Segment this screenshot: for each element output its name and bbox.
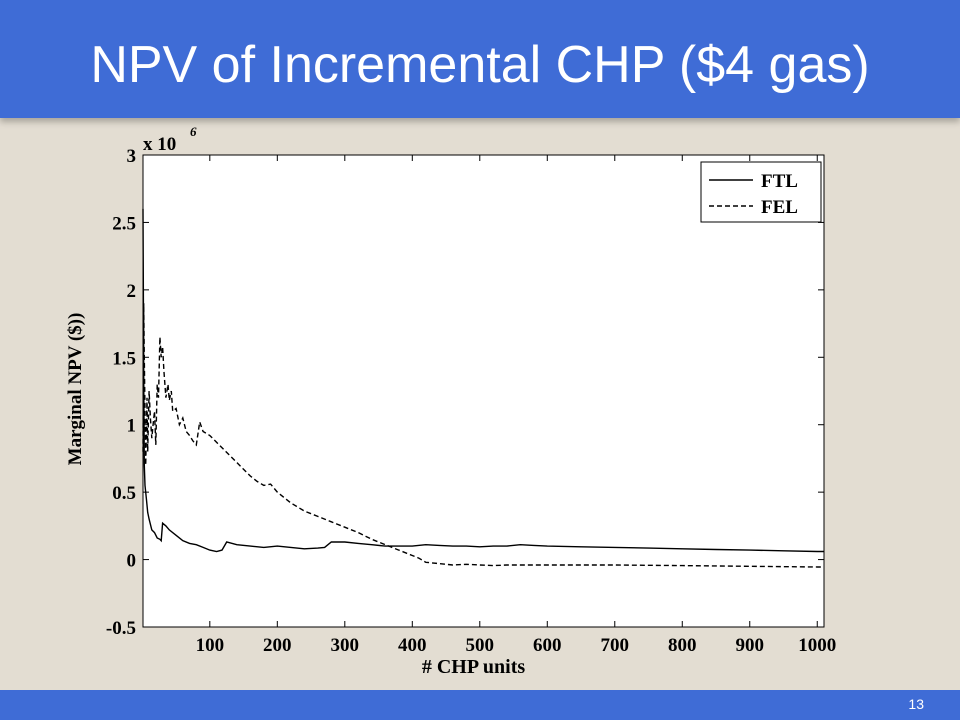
- y-multiplier-label: x 10: [143, 134, 176, 155]
- legend-label-ftl: FTL: [761, 171, 798, 192]
- y-axis-label: Marginal NPV ($)): [65, 313, 86, 466]
- tick-group: 100 200 300 400 500 600 700 800 900 1000 -0.5 0 0.5 1…: [106, 146, 836, 656]
- series-group: [142, 208, 824, 568]
- plot-area: [142, 154, 825, 628]
- y-multiplier-exponent: 6: [190, 124, 197, 139]
- y-tick-label: 2: [127, 281, 137, 302]
- x-tick-label: 200: [263, 635, 292, 656]
- series-line-ftl: [142, 208, 824, 553]
- x-tick-label: 1000: [798, 635, 836, 656]
- legend-box: [700, 161, 822, 223]
- slide-title: NPV of Incremental CHP ($4 gas): [90, 36, 870, 94]
- x-tick-label: 100: [196, 635, 225, 656]
- x-axis-label: # CHP units: [422, 656, 526, 678]
- y-tick-label: 3: [127, 146, 137, 167]
- x-tick-label: 300: [331, 635, 360, 656]
- x-tick-label: 600: [533, 635, 562, 656]
- y-tick-label: 1.5: [112, 348, 136, 369]
- title-bar: NPV of Incremental CHP ($4 gas): [0, 0, 960, 118]
- x-tick-label: 800: [668, 635, 697, 656]
- chart: 100 200 300 400 500 600 700 800 900 1000 -0.5 0 0.5 1…: [65, 124, 836, 678]
- x-tick-label: 400: [398, 635, 427, 656]
- footer-bar: 13: [0, 690, 960, 720]
- y-tick-label: 1: [127, 416, 137, 437]
- series-line-fel: [142, 303, 824, 568]
- legend: FTL FEL: [700, 161, 822, 223]
- page-number: 13: [908, 696, 924, 712]
- y-tick-label: 2.5: [112, 213, 136, 234]
- y-tick-label: 0: [127, 551, 137, 572]
- y-tick-label: 0.5: [112, 483, 136, 504]
- legend-label-fel: FEL: [761, 197, 798, 218]
- x-tick-label: 900: [736, 635, 765, 656]
- x-tick-label: 700: [601, 635, 630, 656]
- y-tick-label: -0.5: [106, 618, 136, 639]
- x-tick-label: 500: [466, 635, 495, 656]
